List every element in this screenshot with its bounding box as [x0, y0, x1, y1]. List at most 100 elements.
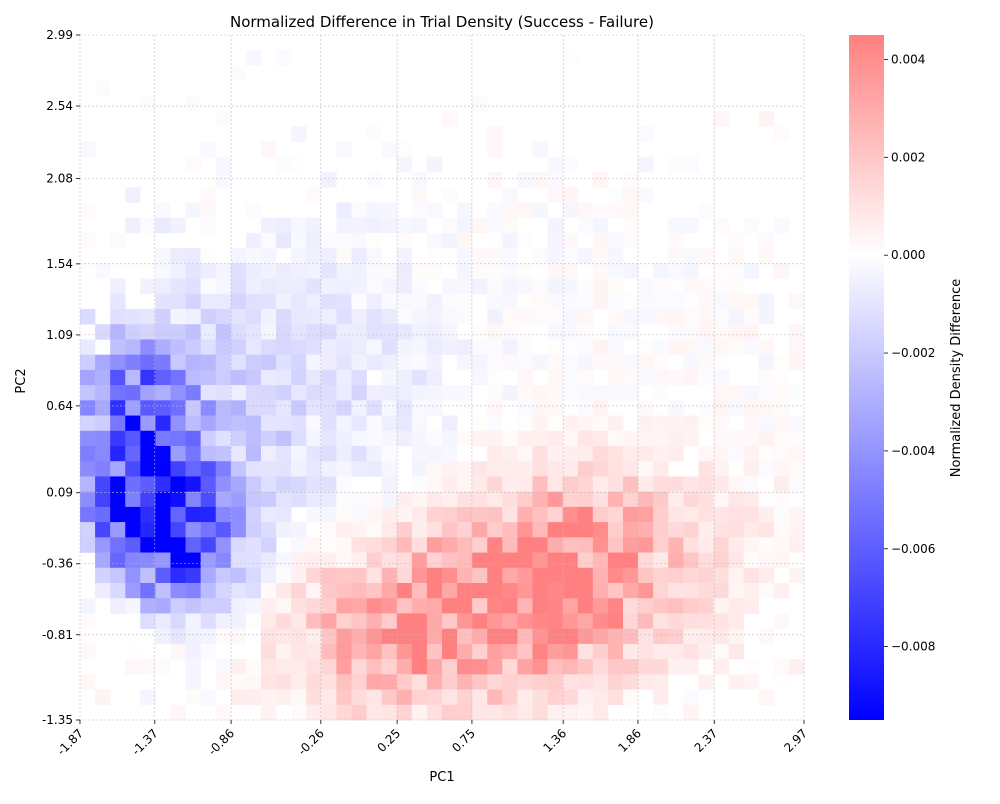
heatmap-cell: [442, 567, 458, 584]
heatmap-cell: [668, 446, 684, 462]
heatmap-cell: [487, 567, 503, 584]
heatmap-cell: [276, 689, 292, 706]
heatmap-cell: [502, 522, 518, 538]
heatmap-cell: [457, 232, 473, 249]
heatmap-cell: [592, 704, 609, 721]
heatmap-cell: [261, 476, 277, 492]
heatmap-cell: [668, 232, 684, 249]
heatmap-cell: [291, 674, 307, 690]
heatmap-cell: [351, 293, 367, 310]
heatmap-cell: [517, 704, 533, 721]
heatmap-cell: [185, 400, 201, 416]
heatmap-cell: [487, 643, 503, 660]
heatmap-cell: [517, 430, 533, 447]
heatmap-cell: [110, 385, 126, 401]
heatmap-cell: [532, 354, 548, 371]
heatmap-cell: [683, 354, 699, 371]
heatmap-cell: [170, 628, 186, 645]
heatmap-cell: [773, 217, 790, 234]
heatmap-cell: [653, 537, 669, 553]
heatmap-cell: [623, 613, 639, 629]
heatmap-cell: [758, 537, 775, 553]
heatmap-cell: [577, 202, 594, 218]
heatmap-cell: [170, 537, 186, 553]
heatmap-cell: [200, 187, 217, 203]
heatmap-cell: [125, 217, 141, 234]
heatmap-cell: [351, 628, 367, 645]
heatmap-cell: [517, 172, 533, 188]
heatmap-cell: [698, 354, 714, 371]
heatmap-cell: [200, 446, 217, 462]
heatmap-cell: [261, 354, 277, 371]
x-axis-ticks: -1.87 -1.37 -0.86 -0.26 0.25 0.75 1.36 1.86 2.37…: [54, 720, 810, 758]
heatmap-cell: [577, 522, 594, 538]
heatmap-cell: [487, 537, 503, 553]
heatmap-cell: [668, 583, 684, 599]
heatmap-cell: [728, 293, 744, 310]
heatmap-cell: [321, 674, 337, 690]
heatmap-cell: [95, 583, 111, 599]
heatmap-cell: [170, 278, 186, 295]
heatmap-cell: [276, 522, 292, 538]
heatmap-cell: [245, 598, 262, 614]
heatmap-cell: [110, 476, 126, 492]
heatmap-cell: [336, 537, 352, 553]
heatmap-cell: [215, 430, 232, 447]
heatmap-cell: [396, 309, 413, 325]
heatmap-cell: [653, 628, 669, 645]
heatmap-cell: [577, 461, 594, 477]
heatmap-cell: [95, 430, 111, 447]
heatmap-cell: [80, 400, 96, 416]
heatmap-cell: [668, 293, 684, 310]
heatmap-cell: [261, 369, 277, 386]
heatmap-cell: [638, 309, 654, 325]
heatmap-cell: [683, 248, 699, 264]
heatmap-cell: [487, 704, 503, 721]
heatmap-cell: [442, 613, 458, 629]
heatmap-cell: [261, 643, 277, 660]
heatmap-cell: [442, 537, 458, 553]
heatmap-cell: [577, 293, 594, 310]
heatmap-cell: [547, 628, 563, 645]
heatmap-cell: [411, 659, 428, 675]
heatmap-cell: [547, 172, 563, 188]
heatmap-cell: [140, 354, 156, 371]
heatmap-cell: [442, 232, 458, 249]
heatmap-cell: [623, 643, 639, 660]
heatmap-cell: [592, 415, 609, 432]
heatmap-cell: [200, 506, 217, 523]
heatmap-cell: [185, 567, 201, 584]
y-tick-label: 0.09: [46, 486, 73, 500]
heatmap-cell: [532, 522, 548, 538]
heatmap-cell: [788, 354, 805, 371]
heatmap-cell: [261, 613, 277, 629]
heatmap-cell: [230, 430, 247, 447]
heatmap-cell: [110, 309, 126, 325]
heatmap-cell: [261, 232, 277, 249]
heatmap-cell: [80, 369, 96, 386]
heatmap-cell: [638, 126, 654, 142]
heatmap-cell: [95, 522, 111, 538]
heatmap-cell: [245, 552, 262, 569]
heatmap-cell: [230, 491, 247, 508]
heatmap-cell: [487, 309, 503, 325]
heatmap-cell: [306, 187, 322, 203]
heatmap-cell: [758, 506, 775, 523]
heatmap-cell: [713, 643, 729, 660]
heatmap-cell: [336, 293, 352, 310]
heatmap-cell: [472, 430, 488, 447]
heatmap-cell: [577, 613, 594, 629]
heatmap-cell: [758, 400, 775, 416]
heatmap-cell: [321, 324, 337, 340]
heatmap-cell: [245, 248, 262, 264]
heatmap-cell: [276, 659, 292, 675]
heatmap-cell: [230, 324, 247, 340]
heatmap-cell: [562, 598, 579, 614]
heatmap-cell: [683, 156, 699, 173]
heatmap-cell: [713, 293, 729, 310]
heatmap-cell: [577, 552, 594, 569]
heatmap-cell: [547, 293, 563, 310]
heatmap-cell: [487, 491, 503, 508]
heatmap-cell: [743, 674, 760, 690]
heatmap-cell: [638, 446, 654, 462]
